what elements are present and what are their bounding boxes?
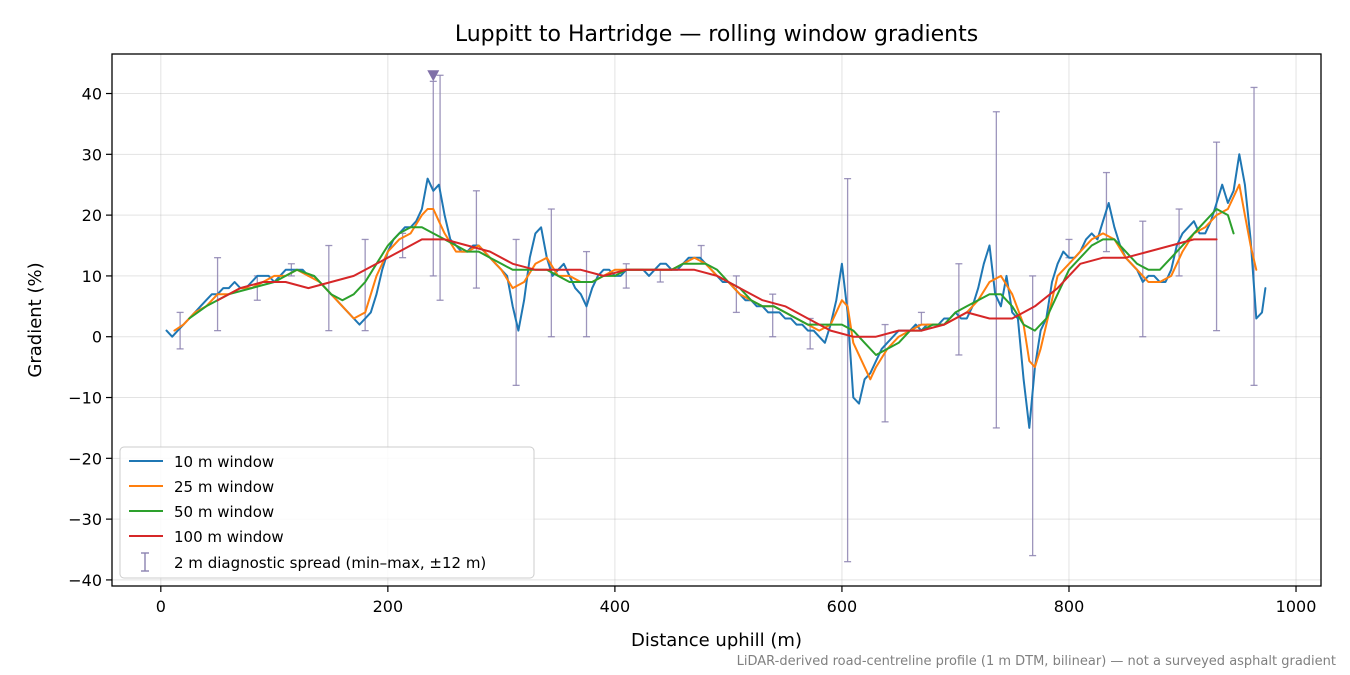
x-axis-label: Distance uphill (m)	[631, 630, 802, 651]
errorbar-13	[622, 263, 630, 289]
x-tick-label-5: 1000	[1276, 597, 1317, 616]
legend-swatch-errorbar	[141, 552, 149, 572]
errorbar-4	[325, 244, 333, 332]
x-tick-label-3: 600	[827, 597, 858, 616]
y-tick-label-1: −30	[68, 510, 102, 529]
y-axis-label: Gradient (%)	[25, 262, 46, 377]
legend-label-10m: 10 m window	[174, 453, 274, 471]
errorbar-7	[429, 80, 437, 277]
y-tick-label-2: −20	[68, 449, 102, 468]
y-tick-label-6: 20	[82, 206, 102, 225]
errorbar-29	[1213, 141, 1221, 332]
x-axis-ticks: 0 200 400 600 800 1000	[156, 586, 1317, 616]
plot-frame	[111, 53, 1322, 587]
series-lines	[165, 153, 1267, 429]
x-tick-label-2: 400	[600, 597, 631, 616]
y-tick-label-0: −40	[68, 571, 102, 590]
series-line-1	[173, 183, 1258, 381]
errorbar-19	[844, 177, 852, 563]
y-axis-ticks: −40 −30 −20 −10 0 10 20 30 40	[68, 85, 112, 590]
errorbar-30	[1250, 86, 1258, 387]
y-tick-label-4: 0	[92, 328, 102, 347]
legend-box	[119, 446, 535, 579]
series-line-0	[165, 153, 1267, 429]
errorbar-23	[992, 111, 1000, 429]
x-tick-label-1: 200	[373, 597, 404, 616]
y-tick-label-3: −10	[68, 389, 102, 408]
errorbar-21	[917, 311, 925, 326]
footnote: LiDAR-derived road-centreline profile (1…	[737, 654, 1336, 669]
errorbar-9	[472, 190, 480, 289]
legend-label-100m: 100 m window	[174, 528, 284, 546]
series-line-2	[188, 208, 1235, 356]
chart-title: Luppitt to Hartridge — rolling window gr…	[455, 22, 978, 47]
x-tick-label-4: 800	[1054, 597, 1085, 616]
errorbar-5	[361, 238, 369, 332]
errorbar-16	[732, 275, 740, 314]
legend-label-25m: 25 m window	[174, 478, 274, 496]
clipped-range-marker	[427, 70, 440, 82]
series-line-3	[216, 238, 1218, 338]
errorbar-24	[1029, 275, 1037, 557]
y-tick-label-5: 10	[82, 267, 102, 286]
errorbar-0	[176, 311, 184, 350]
y-tick-label-8: 40	[82, 85, 102, 104]
errorbar-17	[769, 293, 777, 338]
errorbar-18	[806, 317, 814, 350]
errorbar-22	[955, 263, 963, 356]
errorbar-20	[881, 323, 889, 423]
markers	[427, 70, 440, 82]
errorbar-12	[583, 250, 591, 338]
legend-label-50m: 50 m window	[174, 503, 274, 521]
x-tick-label-0: 0	[156, 597, 166, 616]
errorbar-27	[1139, 220, 1147, 338]
legend-label-errorbar: 2 m diagnostic spread (min–max, ±12 m)	[174, 554, 486, 572]
y-tick-label-7: 30	[82, 145, 102, 164]
legend: 10 m window 25 m window 50 m window 100 …	[119, 446, 535, 579]
